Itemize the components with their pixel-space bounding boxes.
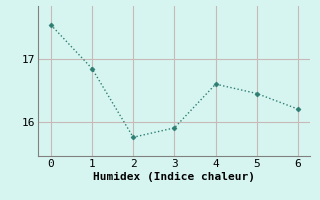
- X-axis label: Humidex (Indice chaleur): Humidex (Indice chaleur): [93, 172, 255, 182]
